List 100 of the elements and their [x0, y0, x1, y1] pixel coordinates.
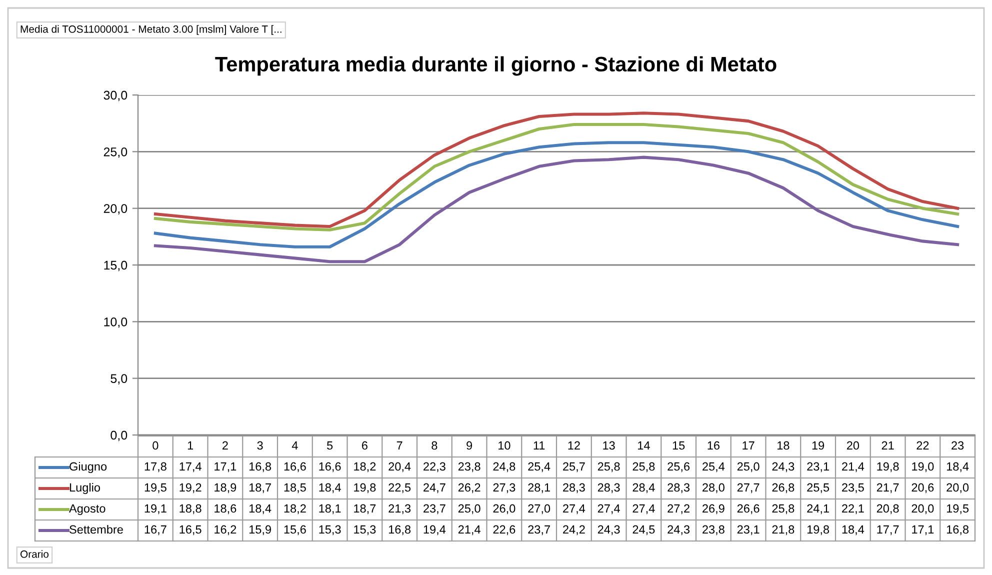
x-tick-label: 3: [257, 441, 263, 450]
data-label: 19,1: [144, 504, 166, 514]
data-label: 16,7: [144, 525, 166, 536]
x-tick-label: 6: [362, 441, 368, 450]
data-label: 16,8: [249, 462, 272, 472]
data-label: 17,1: [214, 462, 236, 472]
data-label: 20,4: [388, 462, 411, 472]
data-label: 28,3: [563, 483, 585, 494]
data-label: 22,1: [842, 504, 864, 514]
data-label: 15,9: [249, 525, 271, 536]
data-label: 27,3: [493, 483, 516, 494]
data-label: 18,2: [284, 504, 306, 514]
data-label: 18,2: [354, 462, 376, 472]
x-tick-label: 9: [466, 441, 472, 450]
data-label: 23,5: [842, 483, 864, 494]
data-label: 27,4: [632, 504, 655, 514]
x-tick-label: 14: [638, 441, 650, 450]
data-label: 28,3: [598, 483, 620, 494]
data-label: 24,3: [598, 525, 620, 536]
data-label: 20,6: [912, 483, 934, 494]
data-label: 22,5: [388, 483, 411, 494]
data-label: 27,4: [563, 504, 586, 514]
y-tick-label: 5,0: [110, 374, 128, 384]
data-label: 25,8: [632, 462, 655, 472]
data-label: 16,8: [388, 525, 411, 536]
x-tick-label: 19: [812, 441, 824, 450]
data-label: 26,8: [772, 483, 794, 494]
data-label: 23,1: [737, 525, 760, 536]
data-label: 28,1: [528, 483, 550, 494]
text: Orario: [20, 550, 49, 558]
y-tick-label: 10,0: [104, 317, 128, 328]
data-label: 18,5: [284, 483, 306, 494]
data-label: 23,8: [702, 525, 724, 536]
data-label: 25,0: [458, 504, 480, 514]
data-label: 25,6: [668, 462, 690, 472]
x-tick-label: 12: [568, 441, 580, 450]
data-label: 24,7: [424, 483, 446, 494]
data-label: 26,6: [737, 504, 760, 514]
x-tick-label: 8: [432, 441, 438, 450]
data-label: 22,6: [493, 525, 516, 536]
data-label: 16,6: [319, 462, 341, 472]
data-label: 18,8: [180, 504, 202, 514]
x-tick-label: 18: [778, 441, 790, 450]
data-label: 23,7: [528, 525, 550, 536]
data-label: 23,7: [424, 504, 446, 514]
data-label: 24,3: [668, 525, 690, 536]
data-label: 16,6: [284, 462, 306, 472]
data-label: 18,4: [249, 504, 272, 514]
x-tick-label: 0: [152, 441, 158, 450]
data-label: 15,6: [284, 525, 306, 536]
legend-label: Agosto: [69, 504, 106, 516]
data-label: 25,8: [598, 462, 620, 472]
data-label: 25,7: [563, 462, 585, 472]
data-label: 17,7: [877, 525, 899, 536]
data-label: 28,4: [632, 483, 655, 494]
line-series: [154, 141, 960, 248]
y-tick-label: 0,0: [110, 430, 128, 442]
x-tick-label: 15: [672, 441, 685, 450]
data-label: 19,0: [912, 462, 934, 472]
x-tick-label: 21: [882, 441, 894, 450]
x-tick-label: 2: [222, 441, 228, 450]
data-label: 16,8: [946, 525, 969, 536]
data-label: 19,5: [946, 504, 969, 514]
data-label: 28,0: [702, 483, 724, 494]
data-label: 19,5: [144, 483, 166, 494]
data-label: 19,8: [354, 483, 376, 494]
data-label: 26,2: [458, 483, 480, 494]
line-series: [154, 156, 960, 264]
legend-label: Luglio: [70, 482, 100, 494]
x-tick-label: 13: [603, 441, 615, 450]
x-tick-label: 16: [708, 441, 720, 450]
data-label: 18,4: [946, 462, 969, 472]
data-label: 16,2: [214, 525, 236, 536]
y-tick-label: 30,0: [104, 90, 128, 102]
data-label: 19,8: [877, 462, 899, 472]
data-label: 17,1: [912, 525, 934, 536]
data-label: 19,8: [807, 525, 830, 536]
data-label: 27,2: [668, 504, 690, 514]
data-label: 24,5: [632, 525, 655, 536]
x-tick-label: 4: [292, 441, 298, 450]
data-label: 26,9: [702, 504, 724, 514]
data-label: 21,8: [772, 525, 794, 536]
data-label: 18,1: [319, 504, 341, 514]
data-label: 27,7: [737, 483, 760, 494]
chart-title: Temperatura media durante il giorno - Stazione di Metato: [215, 56, 776, 76]
x-tick-label: 20: [846, 441, 860, 450]
data-label: 21,7: [876, 483, 899, 494]
data-label: 18,4: [842, 525, 864, 536]
data-label: 18,6: [214, 504, 236, 514]
data-label: 19,2: [180, 483, 202, 494]
data-label: 18,7: [354, 504, 376, 514]
data-label: 20,0: [946, 483, 969, 494]
y-tick-label: 15,0: [104, 260, 128, 272]
data-label: 18,4: [319, 483, 341, 494]
data-label: 25,5: [807, 483, 830, 494]
data-label: 22,3: [424, 462, 446, 472]
data-label: 24,2: [563, 525, 585, 536]
data-label: 26,0: [493, 504, 516, 514]
data-label: 24,3: [772, 462, 794, 472]
data-label: 24,1: [807, 504, 829, 514]
